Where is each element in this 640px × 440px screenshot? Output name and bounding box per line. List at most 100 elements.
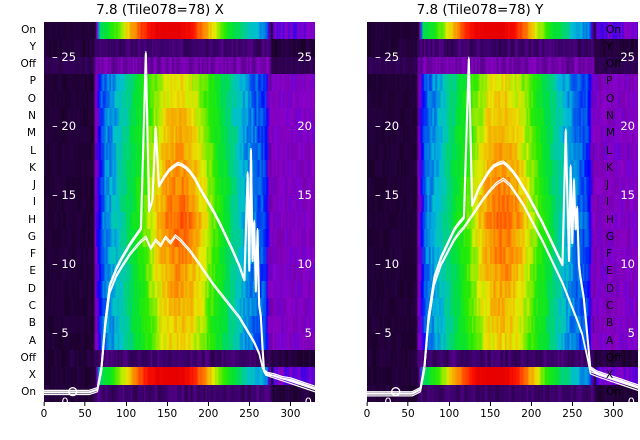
category-tick-label: X (606, 369, 614, 382)
value-tick-label: 5 (61, 325, 69, 340)
x-tick-mark (43, 402, 45, 406)
heatmap-plot-x[interactable] (44, 22, 315, 402)
panel-y: 7.8 (Tile078=78) Y (320, 0, 640, 440)
category-tick-label: C (606, 300, 614, 312)
x-tick-mark (166, 402, 168, 406)
origin-marker (69, 388, 77, 396)
category-tick-label: M (26, 127, 36, 140)
category-tick-label: C (28, 300, 36, 312)
value-tick-xr-10: 10 (297, 258, 312, 270)
value-axis-y-left: – 25– 20– 15– 10– 5– 0 (375, 22, 435, 408)
heatmap-row-0 (44, 22, 315, 40)
value-tick-label: 20 (297, 118, 312, 133)
x-tick-mark (571, 402, 573, 406)
category-tick-right-5: N (600, 111, 640, 122)
value-tick-label: 10 (61, 256, 77, 271)
x-tick-mark (448, 402, 450, 406)
trace-profile-X-upper-shadow (44, 52, 315, 391)
heatmap-row-20 (44, 367, 315, 386)
value-tick-xr-25: 25 (297, 51, 312, 63)
panel-x: 7.8 (Tile078=78) X (44, 2, 315, 402)
category-tick-label: L (30, 144, 36, 157)
value-tick-dash: – (52, 118, 62, 133)
x-tick-mark (248, 402, 250, 406)
category-tick-right-19: Off (600, 352, 640, 364)
value-tick-yr-20: 20 (620, 120, 635, 132)
category-tick-label: Off (20, 351, 37, 364)
heatmap-row-5 (44, 108, 315, 127)
heatmap-row-6 (44, 125, 315, 144)
category-tick-right-9: J (600, 180, 640, 191)
heatmap-row-1 (367, 39, 638, 58)
category-tick-right-18: A (600, 335, 640, 347)
category-tick-right-13: F (600, 249, 640, 260)
category-tick-label: On (606, 23, 621, 36)
category-tick-left-18: A (0, 335, 40, 347)
category-tick-left-14: E (0, 266, 40, 277)
heatmap-row-0 (367, 22, 638, 40)
heatmap-row-20 (367, 367, 638, 386)
value-tick-label: 20 (384, 118, 400, 133)
category-tick-label: I (606, 196, 610, 209)
category-tick-label: Y (29, 40, 36, 53)
value-tick-label: 5 (627, 325, 635, 340)
category-tick-label: J (32, 179, 36, 192)
value-tick-dash: – (52, 395, 62, 409)
category-tick-label: E (606, 265, 613, 278)
x-tick-mark (289, 402, 291, 406)
category-tick-left-0: On (0, 23, 40, 36)
x-tick-label: 100 (116, 408, 137, 420)
heatmap-row-5 (367, 108, 638, 127)
x-tick-right-0: 0 (364, 402, 370, 420)
heatmap-row-6 (367, 125, 638, 144)
category-tick-left-7: L (0, 144, 40, 157)
category-tick-left-2: Off (0, 59, 40, 70)
heatmap-row-3 (367, 73, 638, 92)
value-axis-x-left: – 25– 20– 15– 10– 5– 0 (52, 22, 112, 408)
heatmap-row-18 (367, 332, 638, 351)
x-tick-label: 100 (439, 408, 460, 420)
value-tick-label: 15 (297, 187, 312, 202)
x-tick-mark (84, 402, 86, 406)
category-tick-right-16: C (600, 301, 640, 312)
value-tick-dash: – (52, 256, 62, 271)
x-tick-right-200: 200 (521, 402, 541, 420)
value-tick-yl-20: – 20 (375, 120, 399, 132)
value-tick-label: 0 (627, 395, 635, 409)
panel-x-title: 7.8 (Tile078=78) X (96, 2, 224, 18)
category-tick-label: N (606, 110, 614, 122)
category-tick-right-21: On (600, 387, 640, 398)
category-tick-left-20: X (0, 370, 40, 381)
value-tick-xl-10: – 10 (52, 258, 76, 270)
heatmap-row-4 (367, 91, 638, 109)
x-tick-mark (612, 402, 614, 406)
heatmap-row-4 (44, 91, 315, 109)
heatmap-plot-y[interactable] (367, 22, 638, 402)
category-tick-label: I (32, 196, 36, 209)
x-tick-label: 200 (521, 408, 542, 420)
x-tick-label: 0 (40, 408, 48, 420)
value-tick-yl-10: – 10 (375, 258, 399, 270)
value-tick-yr-25: 25 (620, 51, 635, 63)
value-tick-label: 10 (297, 256, 312, 271)
value-tick-yl-0: – 0 (375, 396, 392, 408)
category-tick-right-20: X (600, 370, 640, 381)
value-tick-xl-15: – 15 (52, 189, 76, 201)
category-tick-label: On (21, 23, 36, 36)
category-tick-label: G (27, 230, 36, 243)
value-tick-xr-5: 5 (305, 327, 312, 339)
x-tick-left-250: 250 (239, 402, 259, 420)
x-tick-left-0: 0 (40, 402, 48, 420)
heatmap-row-1 (44, 39, 315, 58)
heatmap-row-2 (367, 56, 638, 75)
category-tick-left-19: Off (0, 351, 40, 364)
x-tick-label: 50 (78, 408, 92, 420)
value-tick-label: 15 (384, 187, 400, 202)
value-tick-dash: – (375, 187, 385, 202)
x-tick-left-200: 200 (198, 402, 218, 420)
category-tick-label: On (606, 386, 621, 399)
panel-y-title: 7.8 (Tile078=78) Y (416, 2, 544, 18)
x-tick-mark (407, 402, 409, 406)
category-tick-label: M (606, 127, 616, 140)
